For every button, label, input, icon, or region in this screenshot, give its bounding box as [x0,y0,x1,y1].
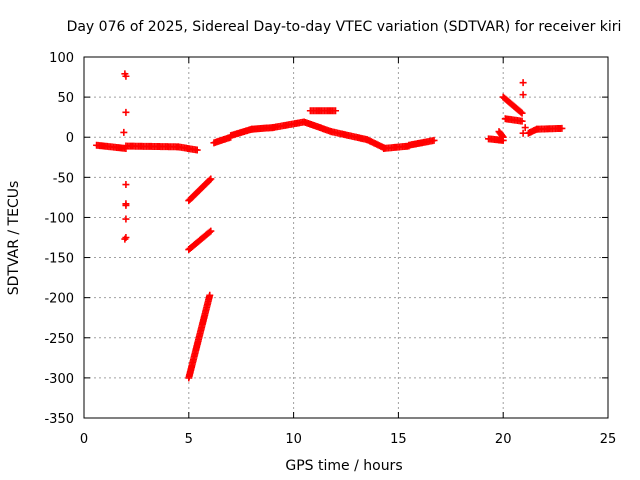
data-point [517,108,525,116]
y-tick-label: -100 [44,211,74,226]
y-tick-label: 0 [66,131,74,146]
y-tick-label: 50 [57,91,74,106]
data-point [206,291,214,299]
y-tick-label: -250 [44,332,74,347]
x-tick-label: 10 [285,432,302,447]
data-point [193,146,201,154]
data-points [93,70,566,382]
y-axis-label: SDTVAR / TECUs [6,181,22,296]
data-point [120,128,128,136]
data-point [519,79,527,87]
data-point [122,108,130,116]
y-tick-label: -350 [44,412,74,427]
x-tick-label: 20 [495,432,512,447]
data-point [122,234,130,241]
y-tick-label: 100 [49,51,74,66]
data-point [206,228,214,236]
chart-title: Day 076 of 2025, Sidereal Day-to-day VTE… [67,19,622,35]
data-point [207,227,215,235]
data-point [521,124,529,132]
data-point [430,136,438,144]
data-point [122,215,130,223]
x-tick-label: 0 [80,432,88,447]
data-point [122,181,130,189]
x-tick-label: 25 [600,432,617,447]
x-tick-label: 15 [390,432,407,447]
data-point [518,117,526,125]
data-point [332,107,340,115]
data-point [499,133,507,141]
data-point [207,175,215,183]
data-point [122,72,130,80]
y-tick-label: -200 [44,292,74,307]
data-point [206,176,214,184]
y-tick-label: -50 [53,171,74,186]
x-tick-label: 5 [185,432,193,447]
data-point [558,124,566,132]
data-point [122,201,130,209]
data-point [519,129,527,137]
y-tick-label: -300 [44,372,74,387]
data-point [519,91,527,99]
x-axis-label: GPS time / hours [285,458,402,474]
grid-lines [84,57,608,418]
data-point [518,109,526,117]
data-point [498,132,506,140]
data-point [121,235,129,243]
axis-ticks: 100 50 0 -50 -100 -150 -200 -250 -300 -350 0 5 10 15 2… [44,51,616,447]
y-tick-label: -150 [44,252,74,267]
plot-frame [83,56,609,419]
